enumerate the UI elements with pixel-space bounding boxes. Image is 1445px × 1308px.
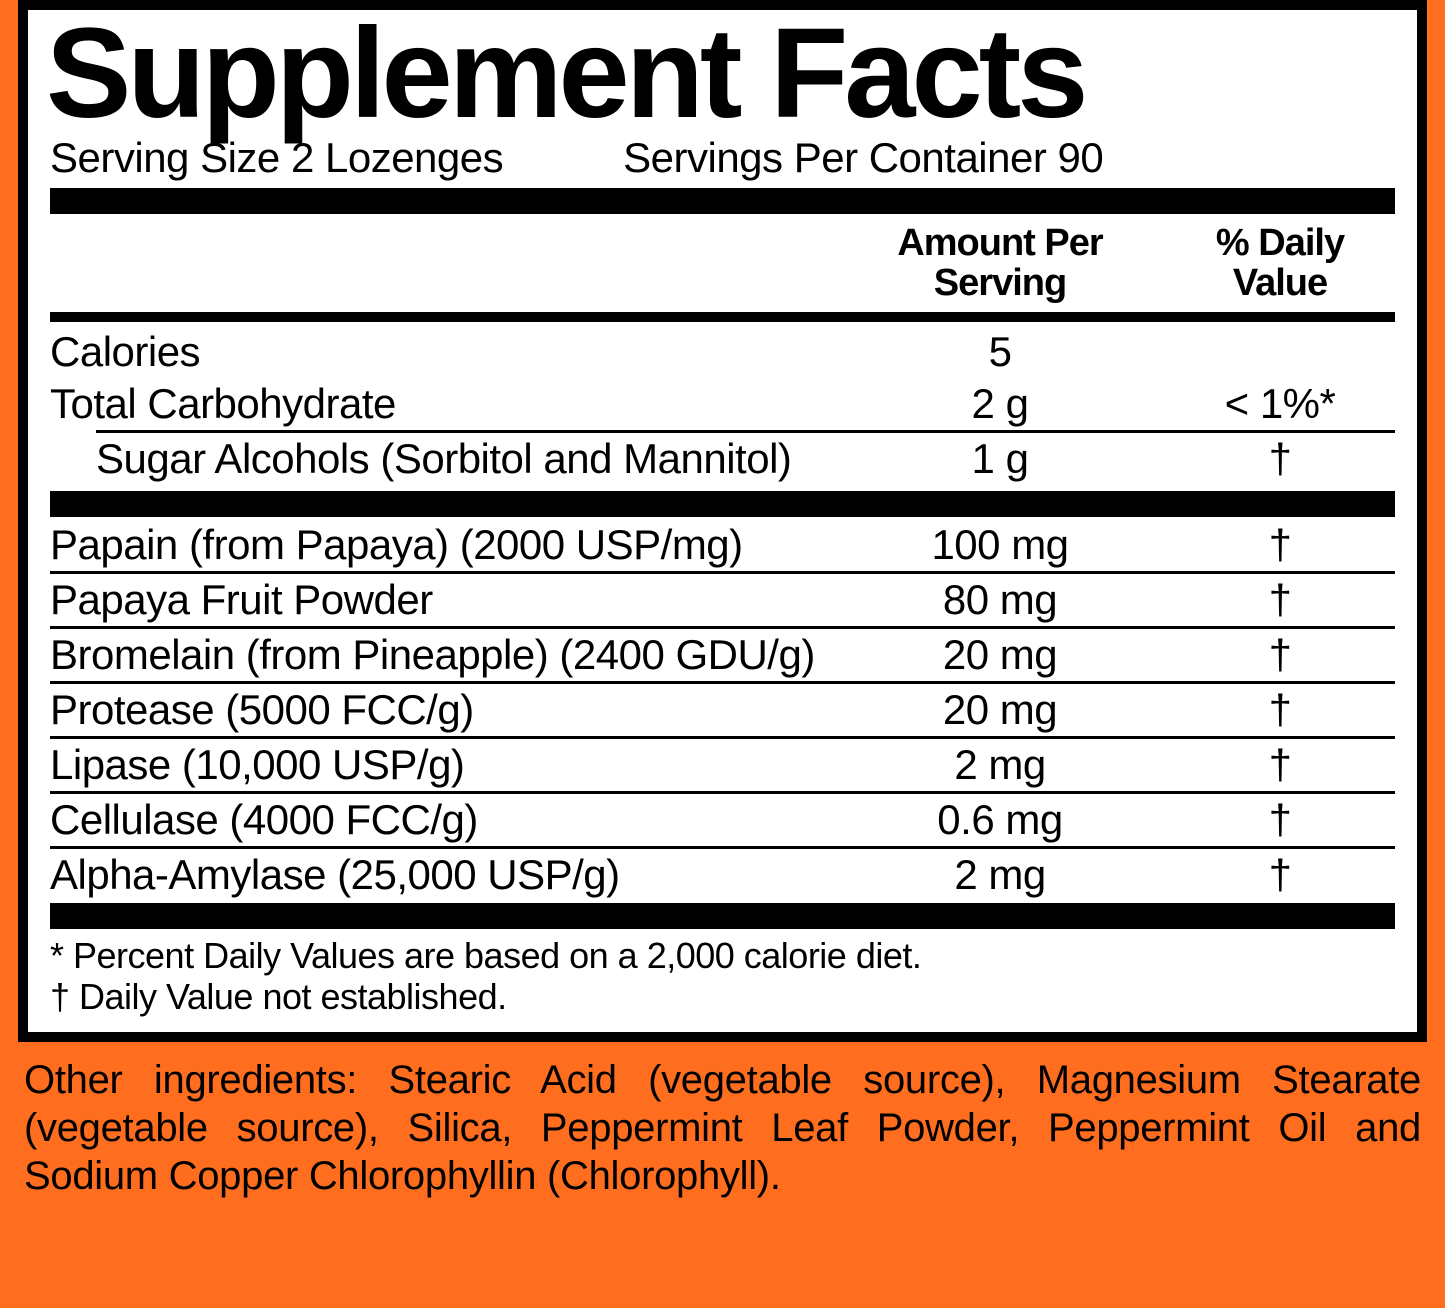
footnote-pdv: * Percent Daily Values are based on a 2,…	[50, 935, 1395, 976]
column-headers: Amount Per Serving % Daily Value	[50, 220, 1395, 310]
footnotes: * Percent Daily Values are based on a 2,…	[50, 933, 1395, 1022]
rule-thick	[50, 903, 1395, 929]
other-ingredients: Other ingredients: Stearic Acid (vegetab…	[0, 1042, 1445, 1228]
header-amount: Amount Per Serving	[835, 224, 1165, 304]
table-row: Cellulase (4000 FCC/g) 0.6 mg †	[50, 794, 1395, 849]
table-row: Protease (5000 FCC/g) 20 mg †	[50, 684, 1395, 739]
table-row: Papaya Fruit Powder 80 mg †	[50, 574, 1395, 629]
servings-per-container: Servings Per Container 90	[623, 134, 1103, 182]
header-daily-value: % Daily Value	[1165, 224, 1395, 304]
table-row: Bromelain (from Pineapple) (2400 GDU/g) …	[50, 629, 1395, 684]
rule-heavy	[50, 312, 1395, 322]
serving-size: Serving Size 2 Lozenges	[50, 134, 503, 182]
footnote-dagger: † Daily Value not established.	[50, 976, 1395, 1017]
serving-row: Serving Size 2 Lozenges Servings Per Con…	[50, 134, 1395, 182]
supplement-facts-panel: Supplement Facts Serving Size 2 Lozenges…	[18, 0, 1427, 1042]
panel-title: Supplement Facts	[46, 10, 1395, 138]
table-row: Papain (from Papaya) (2000 USP/mg) 100 m…	[50, 519, 1395, 574]
table-row: Sugar Alcohols (Sorbitol and Mannitol) 1…	[50, 433, 1395, 485]
rule-thick	[50, 491, 1395, 517]
table-row: Alpha-Amylase (25,000 USP/g) 2 mg †	[50, 849, 1395, 901]
rule-thick	[50, 188, 1395, 214]
table-row: Total Carbohydrate 2 g < 1%*	[50, 378, 1395, 430]
table-row: Lipase (10,000 USP/g) 2 mg †	[50, 739, 1395, 794]
table-row: Calories 5	[50, 326, 1395, 378]
